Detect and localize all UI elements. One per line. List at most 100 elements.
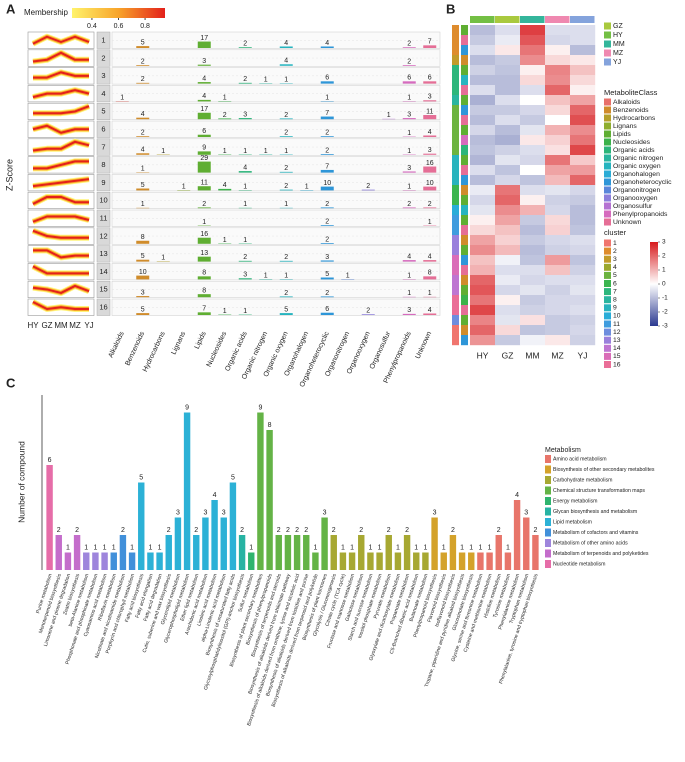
legend-swatch — [604, 122, 611, 130]
heat-cell — [520, 235, 546, 246]
heat-cell — [545, 35, 571, 46]
heat-cell — [520, 45, 546, 56]
count-label: 6 — [407, 75, 411, 82]
count-bar — [423, 166, 437, 173]
legend-label: Glycan biosynthesis and metabolism — [553, 509, 637, 515]
cluster-box — [96, 31, 111, 49]
row-cluster-strip — [452, 225, 459, 236]
legend-swatch — [604, 263, 611, 271]
bar — [367, 552, 374, 570]
profile-line — [32, 124, 89, 134]
heat-cell — [570, 155, 596, 166]
heat-cell — [495, 125, 521, 136]
row-class-strip — [461, 285, 468, 296]
count-bar — [238, 47, 252, 48]
heat-cell — [470, 335, 496, 346]
column-annotation — [470, 16, 495, 23]
bar — [468, 552, 475, 570]
bar-label: 2 — [497, 527, 501, 534]
cluster-box — [96, 245, 111, 263]
count-label: 17 — [200, 106, 208, 113]
heat-cell — [470, 95, 496, 106]
column-label: HY — [477, 350, 489, 360]
row-class-strip — [461, 325, 468, 336]
heat-cell — [570, 195, 596, 206]
count-label: 1 — [284, 148, 288, 155]
bar-label: 2 — [286, 527, 290, 534]
heat-cell — [520, 215, 546, 226]
x-tick-label: Hydrocarbons — [142, 330, 167, 373]
count-bar — [136, 240, 150, 244]
bar — [330, 535, 337, 570]
count-label: 3 — [243, 111, 247, 118]
legend-swatch — [604, 162, 611, 170]
bar — [229, 482, 237, 570]
bar — [165, 535, 172, 570]
count-label: 2 — [284, 183, 288, 190]
heat-cell — [545, 315, 571, 326]
count-bar — [197, 82, 211, 84]
bar — [156, 552, 163, 570]
count-label: 8 — [428, 270, 432, 277]
count-bar — [320, 154, 334, 155]
bar-label: 5 — [231, 474, 235, 481]
bar — [495, 535, 502, 570]
cluster-label: 16 — [99, 302, 107, 311]
x-tick-label: Alkaloids — [108, 330, 126, 359]
bar-label: 2 — [167, 527, 171, 534]
heat-cell — [520, 165, 546, 176]
legend-label: Amino acid metabolism — [553, 456, 607, 462]
count-label: 11 — [426, 108, 433, 115]
heat-cell — [495, 205, 521, 216]
row-class-strip — [461, 145, 468, 156]
count-bar — [402, 81, 416, 84]
row-cluster-strip — [452, 45, 459, 56]
count-bar — [423, 81, 437, 84]
heat-cell — [545, 105, 571, 116]
row-class-strip — [461, 275, 468, 286]
colorbar-tick-label: 2 — [662, 253, 666, 260]
bar-label: 2 — [121, 527, 125, 534]
heat-cell — [495, 105, 521, 116]
legend-swatch — [604, 247, 611, 255]
count-label: 10 — [139, 269, 147, 276]
legend-label: 10 — [613, 313, 621, 320]
count-label: 6 — [428, 75, 432, 82]
legend-swatch — [604, 280, 611, 287]
heat-cell — [570, 325, 596, 336]
count-bar — [320, 243, 334, 244]
count-label: 1 — [264, 272, 268, 279]
count-label: 3 — [243, 272, 247, 279]
heat-cell — [520, 275, 546, 286]
colorbar-tick-label: 1 — [662, 267, 666, 274]
bar — [119, 535, 127, 570]
heat-cell — [520, 185, 546, 196]
cluster-box — [96, 209, 111, 227]
bar — [128, 552, 136, 570]
count-bar — [238, 278, 252, 280]
column-annotation — [570, 16, 595, 23]
legend-label: 6 — [613, 280, 617, 287]
cluster-label: 2 — [101, 53, 105, 62]
heat-cell — [545, 125, 571, 136]
bar-label: 1 — [313, 544, 317, 551]
row-cluster-strip — [452, 125, 459, 136]
row-class-strip — [461, 245, 468, 256]
cluster-label: 9 — [101, 178, 105, 187]
cluster-label: 5 — [101, 107, 105, 116]
profile-x-label: YJ — [84, 321, 93, 330]
count-bar — [279, 118, 293, 120]
profile-line — [32, 265, 89, 275]
legend-swatch — [604, 352, 611, 360]
count-bar — [197, 134, 211, 137]
count-label: 1 — [141, 201, 145, 208]
bar-label: 1 — [103, 544, 107, 551]
count-label: 1 — [407, 290, 411, 297]
legend-swatch — [604, 154, 611, 162]
bar-label: 2 — [405, 527, 409, 534]
count-label: 1 — [305, 183, 309, 190]
count-bar — [136, 65, 150, 66]
heat-cell — [545, 275, 571, 286]
heat-cell — [470, 85, 496, 96]
count-label: 2 — [223, 112, 227, 119]
